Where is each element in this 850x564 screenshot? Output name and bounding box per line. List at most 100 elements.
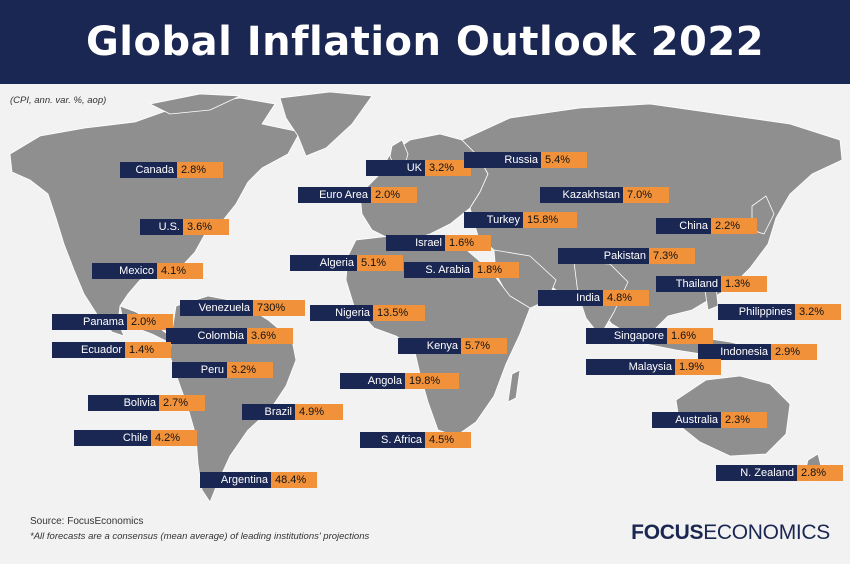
country-label: Kenya 5.7% bbox=[398, 338, 507, 354]
country-name: Singapore bbox=[586, 328, 667, 344]
inflation-value: 3.2% bbox=[227, 362, 273, 378]
world-map bbox=[9, 91, 843, 503]
country-label: Angola 19.8% bbox=[340, 373, 459, 389]
country-name: Kazakhstan bbox=[540, 187, 623, 203]
forecast-footnote: *All forecasts are a consensus (mean ave… bbox=[30, 531, 370, 542]
inflation-value: 3.2% bbox=[795, 304, 841, 320]
country-name: India bbox=[538, 290, 603, 306]
inflation-value: 4.2% bbox=[151, 430, 197, 446]
country-label: India 4.8% bbox=[538, 290, 649, 306]
country-label: Pakistan 7.3% bbox=[558, 248, 695, 264]
country-name: Euro Area bbox=[298, 187, 371, 203]
country-label: Thailand 1.3% bbox=[656, 276, 767, 292]
country-name: Australia bbox=[652, 412, 721, 428]
greenland-shape bbox=[279, 91, 373, 157]
country-label: China 2.2% bbox=[656, 218, 757, 234]
inflation-value: 5.1% bbox=[357, 255, 403, 271]
country-name: Thailand bbox=[656, 276, 721, 292]
country-name: Peru bbox=[172, 362, 227, 378]
inflation-value: 2.8% bbox=[177, 162, 223, 178]
country-name: Malaysia bbox=[586, 359, 675, 375]
inflation-value: 2.7% bbox=[159, 395, 205, 411]
inflation-value: 730% bbox=[253, 300, 305, 316]
country-label: Chile 4.2% bbox=[74, 430, 197, 446]
country-label: Nigeria 13.5% bbox=[310, 305, 425, 321]
country-name: S. Africa bbox=[360, 432, 425, 448]
country-label: Indonesia 2.9% bbox=[698, 344, 817, 360]
inflation-value: 1.6% bbox=[667, 328, 713, 344]
country-label: Mexico 4.1% bbox=[92, 263, 203, 279]
source-note: Source: FocusEconomics bbox=[30, 516, 144, 527]
country-name: Kenya bbox=[398, 338, 461, 354]
country-label: Brazil 4.9% bbox=[242, 404, 343, 420]
country-label: S. Arabia 1.8% bbox=[404, 262, 519, 278]
country-name: Turkey bbox=[464, 212, 523, 228]
inflation-value: 2.0% bbox=[127, 314, 173, 330]
country-name: Mexico bbox=[92, 263, 157, 279]
inflation-value: 3.2% bbox=[425, 160, 471, 176]
inflation-value: 3.6% bbox=[183, 219, 229, 235]
country-label: Algeria 5.1% bbox=[290, 255, 403, 271]
inflation-value: 2.9% bbox=[771, 344, 817, 360]
country-name: UK bbox=[366, 160, 425, 176]
south-america-shape bbox=[169, 295, 297, 503]
country-label: Australia 2.3% bbox=[652, 412, 767, 428]
inflation-value: 3.6% bbox=[247, 328, 293, 344]
country-label: Panama 2.0% bbox=[52, 314, 173, 330]
country-label: S. Africa 4.5% bbox=[360, 432, 471, 448]
country-label: Israel 1.6% bbox=[386, 235, 491, 251]
inflation-value: 2.3% bbox=[721, 412, 767, 428]
madagascar-shape bbox=[507, 369, 521, 403]
country-label: U.S. 3.6% bbox=[140, 219, 229, 235]
inflation-value: 5.4% bbox=[541, 152, 587, 168]
country-name: Nigeria bbox=[310, 305, 373, 321]
country-name: Russia bbox=[464, 152, 541, 168]
country-label: Philippines 3.2% bbox=[718, 304, 841, 320]
country-label: Russia 5.4% bbox=[464, 152, 587, 168]
country-label: Turkey 15.8% bbox=[464, 212, 577, 228]
country-label: UK 3.2% bbox=[366, 160, 471, 176]
inflation-value: 4.1% bbox=[157, 263, 203, 279]
country-label: Singapore 1.6% bbox=[586, 328, 713, 344]
country-name: Ecuador bbox=[52, 342, 125, 358]
logo-focus: FOCUS bbox=[631, 521, 704, 544]
inflation-value: 4.9% bbox=[295, 404, 343, 420]
country-label: Bolivia 2.7% bbox=[88, 395, 205, 411]
arctic-islands-shape bbox=[149, 93, 241, 115]
country-label: Malaysia 1.9% bbox=[586, 359, 721, 375]
country-name: China bbox=[656, 218, 711, 234]
subtitle: (CPI, ann. var. %, aop) bbox=[10, 95, 107, 106]
inflation-value: 1.6% bbox=[445, 235, 491, 251]
country-name: Brazil bbox=[242, 404, 295, 420]
country-name: Israel bbox=[386, 235, 445, 251]
country-name: Venezuela bbox=[180, 300, 253, 316]
country-name: Argentina bbox=[200, 472, 271, 488]
country-label: Peru 3.2% bbox=[172, 362, 273, 378]
country-label: Euro Area 2.0% bbox=[298, 187, 417, 203]
country-label: Venezuela 730% bbox=[180, 300, 305, 316]
country-name: Algeria bbox=[290, 255, 357, 271]
page-title: Global Inflation Outlook 2022 bbox=[85, 19, 765, 65]
inflation-value: 19.8% bbox=[405, 373, 459, 389]
country-name: Canada bbox=[120, 162, 177, 178]
country-name: U.S. bbox=[140, 219, 183, 235]
inflation-value: 1.3% bbox=[721, 276, 767, 292]
country-name: Pakistan bbox=[558, 248, 649, 264]
country-name: Colombia bbox=[166, 328, 247, 344]
inflation-value: 1.9% bbox=[675, 359, 721, 375]
country-label: Argentina 48.4% bbox=[200, 472, 317, 488]
inflation-value: 2.2% bbox=[711, 218, 757, 234]
inflation-value: 48.4% bbox=[271, 472, 317, 488]
title-banner: Global Inflation Outlook 2022 bbox=[0, 0, 850, 84]
inflation-value: 2.0% bbox=[371, 187, 417, 203]
inflation-value: 7.0% bbox=[623, 187, 669, 203]
inflation-value: 5.7% bbox=[461, 338, 507, 354]
inflation-value: 7.3% bbox=[649, 248, 695, 264]
country-name: Indonesia bbox=[698, 344, 771, 360]
country-label: Colombia 3.6% bbox=[166, 328, 293, 344]
country-name: Philippines bbox=[718, 304, 795, 320]
country-label: Kazakhstan 7.0% bbox=[540, 187, 669, 203]
inflation-value: 4.8% bbox=[603, 290, 649, 306]
country-label: N. Zealand 2.8% bbox=[716, 465, 843, 481]
inflation-value: 2.8% bbox=[797, 465, 843, 481]
